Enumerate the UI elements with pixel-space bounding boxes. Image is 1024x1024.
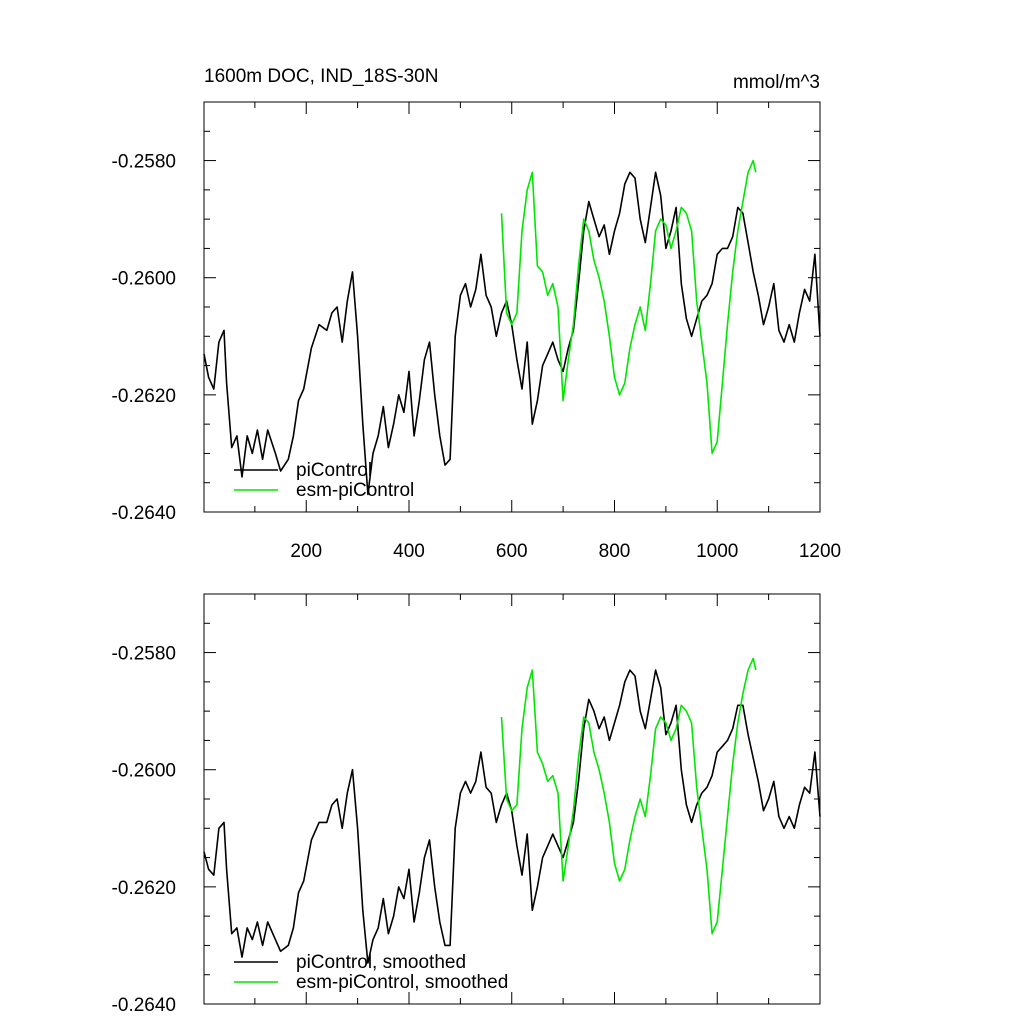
- x-tick-label: 800: [599, 541, 631, 562]
- y-tick-label: -0.2580: [112, 152, 176, 173]
- y-tick-label: -0.2640: [112, 995, 176, 1016]
- x-tick-label: 1200: [799, 541, 841, 562]
- series-line-picontrol: [203, 669, 821, 964]
- legend-label: piControl, smoothed: [296, 952, 466, 973]
- series-line-esm-picontrol: [500, 159, 757, 455]
- plot-frame: [203, 101, 821, 513]
- y-tick-label: -0.2600: [112, 761, 176, 782]
- legend-label: esm-piControl, smoothed: [296, 972, 508, 993]
- series-line-picontrol: [203, 171, 821, 496]
- y-tick-label: -0.2600: [112, 269, 176, 290]
- bottom-panel: -0.2580 -0.2600 -0.2620 -0.2640 piControl, s…: [112, 593, 821, 1016]
- x-tick-label: 600: [496, 541, 528, 562]
- series-line-esm-picontrol: [500, 657, 757, 935]
- legend-label: esm-piControl: [296, 480, 414, 501]
- top-panel: -0.2580 -0.2600 -0.2620 -0.2640 200 400 600 800…: [112, 101, 841, 562]
- chart-title: 1600m DOC, IND_18S-30N: [204, 66, 438, 87]
- plot-frame: [203, 593, 821, 1005]
- x-tick-label: 200: [290, 541, 322, 562]
- x-tick-label: 1000: [696, 541, 738, 562]
- y-tick-label: -0.2620: [112, 878, 176, 899]
- y-tick-label: -0.2580: [112, 644, 176, 665]
- y-tick-label: -0.2620: [112, 386, 176, 407]
- y-tick-label: -0.2640: [112, 503, 176, 524]
- x-tick-label: 400: [393, 541, 425, 562]
- units-label: mmol/m^3: [733, 72, 820, 93]
- legend-label: piControl: [296, 460, 372, 481]
